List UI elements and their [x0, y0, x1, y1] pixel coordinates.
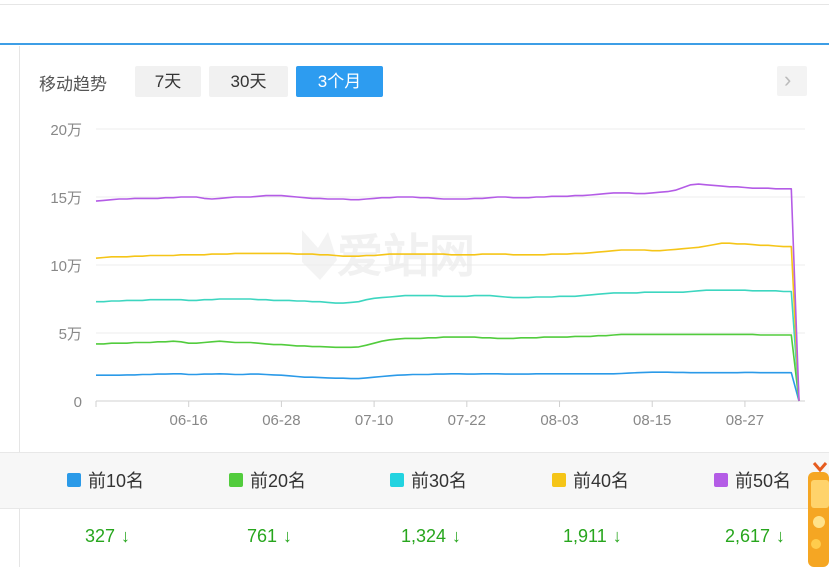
series-line-3[interactable] — [96, 289, 800, 402]
y-tick-label: 15万 — [50, 190, 82, 207]
series-line-5[interactable] — [95, 183, 800, 402]
x-tick-label: 06-28 — [262, 412, 300, 429]
summary-value-top50: 2,617 ↓ — [725, 526, 785, 547]
x-tick-label: 08-15 — [633, 412, 671, 429]
legend-item-top40[interactable]: 前40名 — [552, 467, 629, 493]
legend-swatch — [67, 473, 81, 488]
next-page-button[interactable]: › — [777, 66, 807, 96]
summary-value-top40: 1,911 ↓ — [563, 526, 622, 547]
legend-item-top30[interactable]: 前30名 — [390, 467, 467, 493]
header-divider — [0, 4, 829, 5]
y-tick-label: 5万 — [59, 326, 82, 343]
x-tick-label: 07-22 — [448, 412, 486, 429]
summary-value: 327 — [85, 526, 116, 546]
legend-swatch — [229, 473, 243, 488]
legend-label: 前30名 — [411, 471, 468, 491]
watermark: 爱站网 — [302, 230, 475, 282]
top-header-strip — [0, 0, 829, 45]
trend-panel — [19, 46, 829, 567]
summary-value: 1,324 — [401, 526, 447, 546]
legend-label: 前40名 — [573, 471, 630, 491]
arrow-down-icon: ↓ — [452, 526, 462, 546]
legend-row: 前10名 前20名 前30名 前40名 前50名 — [0, 452, 829, 509]
promo-gift-icon[interactable] — [806, 460, 829, 567]
x-tick-label: 08-03 — [540, 412, 578, 429]
arrow-down-icon: ↓ — [283, 526, 293, 546]
summary-value-top10: 327 ↓ — [85, 526, 130, 547]
trend-line-chart: 爱站网 0 5万 10万 15万 20万 06-16 06-28 07-10 07-22 08-0… — [19, 112, 814, 442]
legend-swatch — [714, 473, 728, 488]
tab-3-months[interactable]: 3个月 — [296, 66, 383, 97]
summary-value: 761 — [247, 526, 278, 546]
legend-swatch — [552, 473, 566, 488]
legend-item-top20[interactable]: 前20名 — [229, 467, 306, 493]
y-tick-label: 10万 — [50, 258, 82, 275]
arrow-down-icon: ↓ — [612, 526, 622, 546]
legend-item-top50[interactable]: 前50名 — [714, 467, 791, 493]
legend-swatch — [390, 473, 404, 488]
y-tick-label: 0 — [74, 394, 82, 411]
legend-label: 前50名 — [735, 471, 792, 491]
series-line-2[interactable] — [96, 333, 800, 402]
legend-label: 前20名 — [250, 471, 307, 491]
tab-7-days[interactable]: 7天 — [135, 66, 201, 97]
arrow-down-icon: ↓ — [121, 526, 131, 546]
legend-item-top10[interactable]: 前10名 — [67, 467, 144, 493]
trend-label: 移动趋势 — [39, 75, 107, 94]
arrow-down-icon: ↓ — [776, 526, 786, 546]
summary-values-row: 327 ↓ 761 ↓ 1,324 ↓ 1,911 ↓ 2,617 ↓ — [0, 509, 829, 567]
y-tick-label: 20万 — [50, 122, 82, 139]
chevron-right-icon: › — [784, 67, 792, 92]
tab-30-days[interactable]: 30天 — [209, 66, 288, 97]
summary-value-top30: 1,324 ↓ — [401, 526, 461, 547]
series-line-1[interactable] — [96, 371, 800, 402]
summary-value: 2,617 — [725, 526, 771, 546]
x-tick-label: 06-16 — [170, 412, 208, 429]
x-tick-label: 08-27 — [726, 412, 764, 429]
x-tick-label: 07-10 — [355, 412, 393, 429]
legend-label: 前10名 — [88, 471, 145, 491]
summary-value: 1,911 — [563, 526, 607, 546]
series-line-4[interactable] — [95, 242, 800, 402]
summary-value-top20: 761 ↓ — [247, 526, 292, 547]
